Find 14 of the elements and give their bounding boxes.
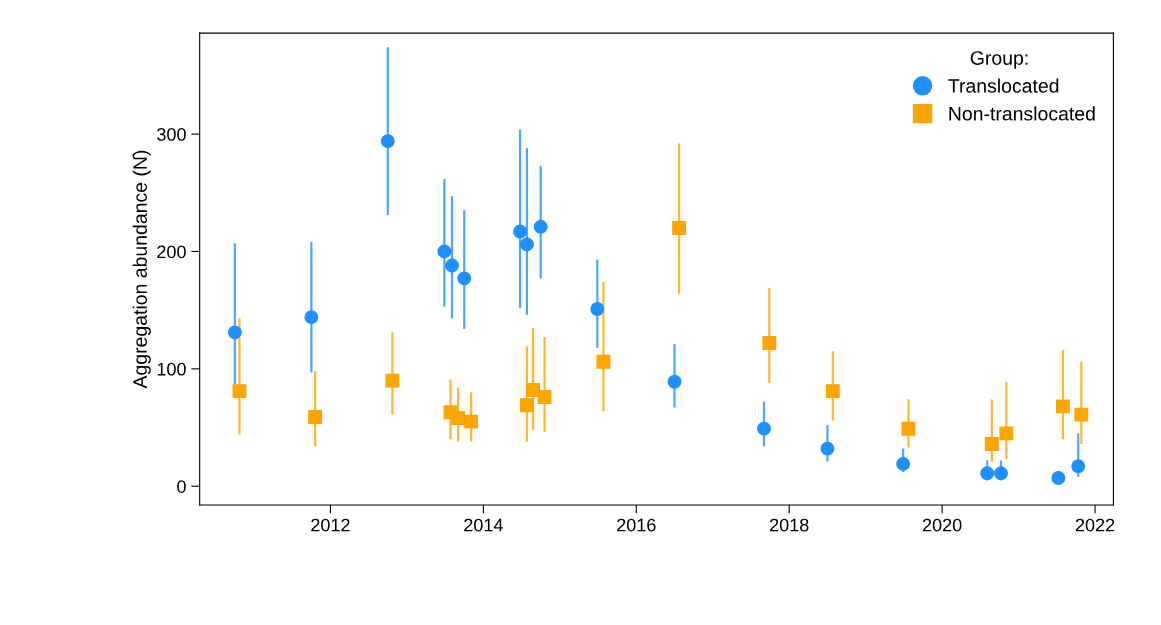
y-axis-title: Aggregation abundance (N̂)	[132, 150, 151, 389]
x-tick-label: 2018	[770, 518, 809, 532]
legend-title: Group:	[970, 51, 1028, 69]
x-tick-label: 2012	[311, 518, 350, 532]
y-tick-label: 300	[157, 128, 186, 141]
y-tick-label: 200	[157, 245, 186, 259]
x-tick-label: 2022	[1075, 518, 1115, 532]
legend-label: Non-translocated	[949, 106, 1095, 121]
x-tick-label: 2014	[464, 518, 503, 532]
x-tick-label: 2016	[617, 518, 656, 532]
y-tick-label: 100	[157, 362, 186, 376]
y-tick-label: 0	[177, 480, 186, 493]
x-tick-label: 2020	[922, 518, 962, 532]
legend-label: Translocated	[948, 78, 1059, 93]
